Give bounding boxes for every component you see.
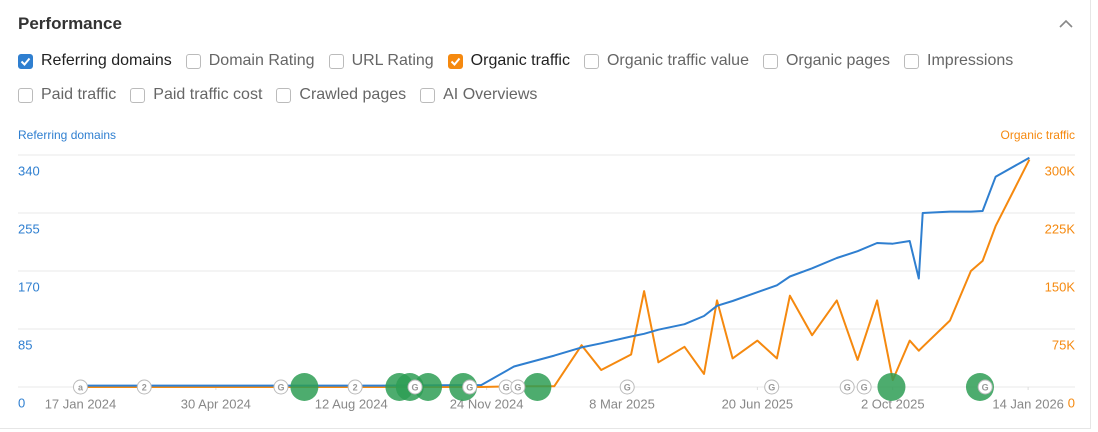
- annotation-label: G: [503, 382, 510, 392]
- y-tick-label: 85: [18, 337, 32, 352]
- update-marker[interactable]: [290, 373, 319, 401]
- checkbox-box[interactable]: [762, 53, 778, 69]
- annotation-marker[interactable]: [273, 379, 289, 395]
- y-tick-label: 340: [18, 163, 40, 178]
- metric-checkbox[interactable]: Referring domains: [18, 52, 172, 70]
- checkbox-label: Impressions: [927, 52, 1014, 69]
- annotation-marker[interactable]: [619, 379, 635, 395]
- metric-checkbox[interactable]: Paid traffic cost: [130, 86, 262, 104]
- annotation-marker[interactable]: [839, 379, 855, 395]
- checkbox-label: URL Rating: [351, 52, 434, 69]
- y2-tick-label: 300K: [1045, 163, 1076, 178]
- series-line: [80, 156, 1030, 387]
- y-tick-label: 255: [18, 221, 40, 236]
- checkbox-label: Paid traffic cost: [153, 86, 263, 103]
- annotation-label: G: [768, 382, 775, 392]
- annotation-marker[interactable]: [764, 379, 780, 395]
- annotation-label: G: [982, 382, 989, 392]
- annotation-label: G: [466, 382, 473, 392]
- annotation-marker[interactable]: [510, 379, 526, 395]
- metric-checkbox[interactable]: Organic pages: [762, 52, 891, 70]
- annotation-label: G: [844, 382, 851, 392]
- y-axis-title: Referring domains: [18, 128, 116, 142]
- checkbox-box[interactable]: [130, 87, 146, 103]
- checkbox-box[interactable]: [447, 53, 463, 69]
- annotation-label: G: [277, 382, 284, 392]
- checkbox-label: AI Overviews: [443, 86, 538, 103]
- metric-checkbox[interactable]: Crawled pages: [276, 86, 406, 104]
- update-marker[interactable]: [877, 373, 906, 401]
- checkbox-box[interactable]: [18, 87, 33, 103]
- y-tick-label: 0: [18, 395, 25, 410]
- checkbox-label: Organic pages: [785, 52, 891, 69]
- annotation-marker[interactable]: [977, 379, 993, 395]
- y2-tick-label: 75K: [1052, 337, 1075, 352]
- checkbox-box[interactable]: [583, 53, 599, 69]
- metric-checkbox[interactable]: AI Overviews: [420, 86, 537, 104]
- checkbox-label: Organic traffic: [470, 52, 570, 69]
- x-tick-label: 12 Aug 2024: [315, 396, 388, 411]
- metric-row: Paid traffic Paid traffic cost Crawled pag…: [18, 86, 537, 104]
- y2-tick-label: 0: [1068, 395, 1075, 410]
- annotation-label: G: [514, 382, 521, 392]
- annotation-marker[interactable]: [72, 379, 88, 395]
- card-title: Performance: [18, 14, 122, 33]
- x-tick-label: 17 Jan 2024: [45, 396, 117, 411]
- metric-checkbox[interactable]: Organic traffic: [447, 52, 570, 70]
- y-tick-label: 170: [18, 279, 40, 294]
- annotation-label: G: [412, 382, 419, 392]
- annotation-marker[interactable]: [856, 379, 872, 395]
- x-tick-label: 2 Oct 2025: [861, 396, 925, 411]
- metric-checkbox[interactable]: Organic traffic value: [583, 52, 749, 70]
- checkbox-label: Paid traffic: [41, 86, 117, 103]
- checkbox-label: Referring domains: [41, 52, 172, 69]
- checkbox-box[interactable]: [185, 53, 201, 69]
- checkbox-box[interactable]: [328, 53, 344, 69]
- metric-row: Referring domains Domain Rating URL Rating…: [18, 52, 1013, 70]
- y2-tick-label: 225K: [1045, 221, 1076, 236]
- annotation-marker[interactable]: [462, 379, 478, 395]
- annotation-marker[interactable]: [347, 379, 363, 395]
- checkbox-box[interactable]: [18, 53, 33, 69]
- annotation-label: G: [624, 382, 631, 392]
- x-tick-label: 30 Apr 2024: [181, 396, 251, 411]
- y2-tick-label: 150K: [1045, 279, 1076, 294]
- annotation-marker[interactable]: [136, 379, 152, 395]
- checkbox-label: Crawled pages: [299, 86, 407, 103]
- x-tick-label: 14 Jan 2026: [992, 396, 1064, 411]
- annotation-label: G: [861, 382, 868, 392]
- annotation-label: 2: [142, 382, 147, 392]
- update-marker[interactable]: [523, 373, 552, 401]
- series-line: [80, 159, 1031, 388]
- annotation-marker[interactable]: [407, 379, 423, 395]
- collapse-button[interactable]: [1058, 16, 1074, 32]
- checkbox-label: Organic traffic value: [606, 52, 749, 69]
- update-marker[interactable]: [414, 373, 443, 401]
- x-tick-label: 8 Mar 2025: [589, 396, 655, 411]
- metric-checkbox[interactable]: URL Rating: [328, 52, 434, 70]
- x-tick-label: 20 Jun 2025: [722, 396, 794, 411]
- annotation-label: a: [78, 382, 84, 392]
- annotation-label: 2: [353, 382, 358, 392]
- checkbox-box[interactable]: [904, 53, 920, 69]
- checkbox-box[interactable]: [276, 87, 292, 103]
- checkbox-box[interactable]: [420, 87, 436, 103]
- y2-axis-title: Organic traffic: [1001, 128, 1075, 142]
- metric-checkbox[interactable]: Impressions: [904, 52, 1013, 70]
- metric-checkbox[interactable]: Paid traffic: [18, 86, 116, 104]
- checkbox-label: Domain Rating: [208, 52, 315, 69]
- metric-checkbox[interactable]: Domain Rating: [185, 52, 315, 70]
- x-tick-label: 24 Nov 2024: [450, 396, 524, 411]
